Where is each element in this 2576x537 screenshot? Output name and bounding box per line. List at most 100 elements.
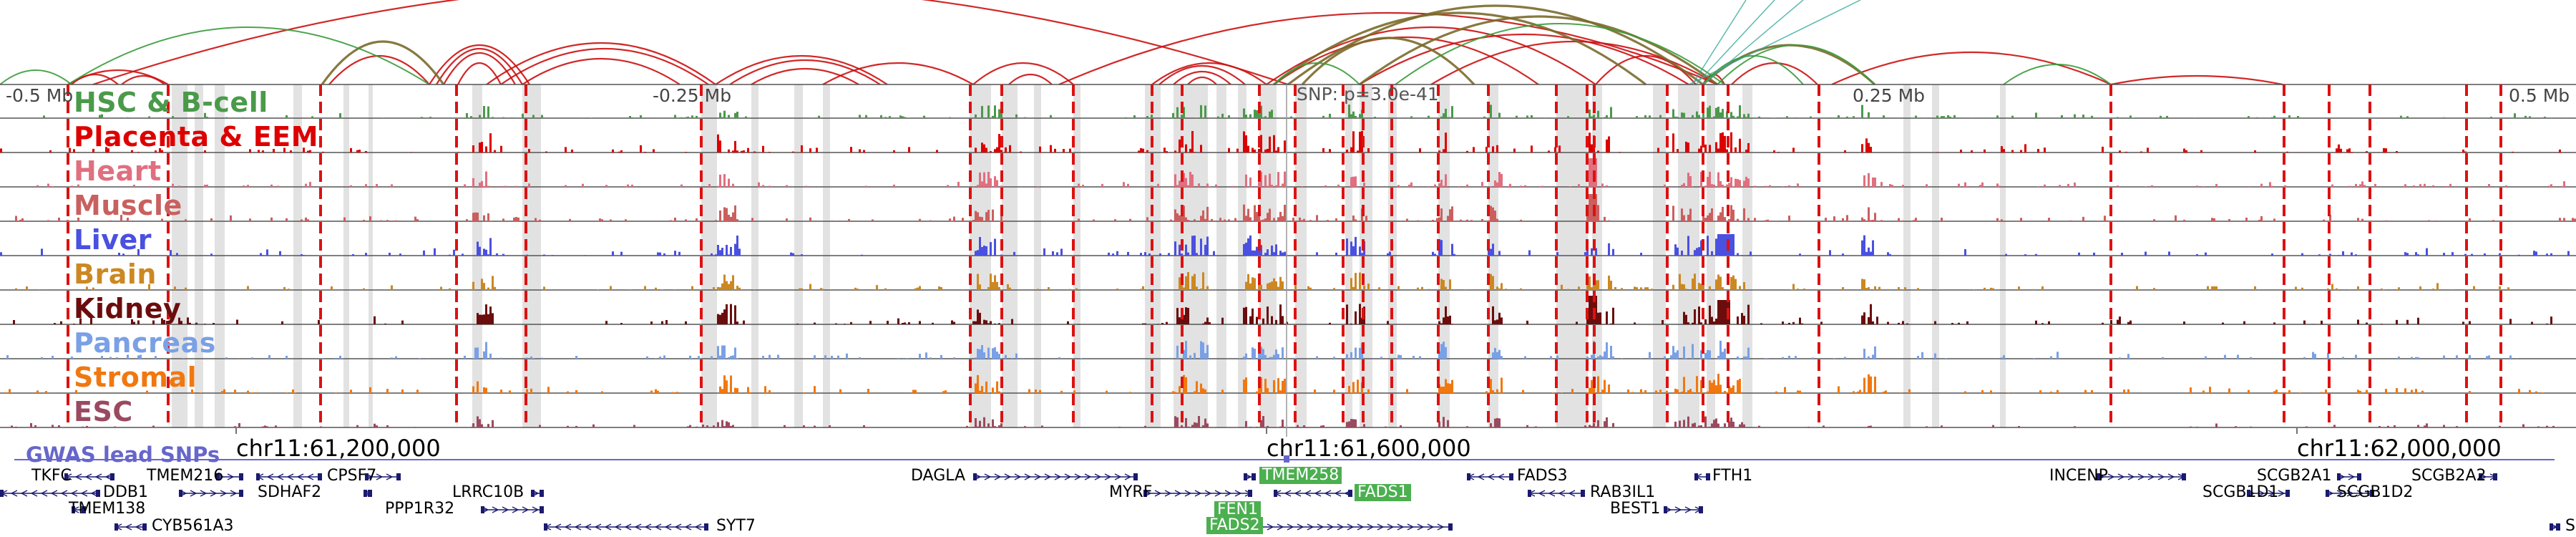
exon-block <box>2493 473 2497 480</box>
strand-arrow-icon <box>1084 473 1092 480</box>
exon-block <box>2285 490 2290 497</box>
exon-block <box>704 523 708 531</box>
strand-arrow-icon <box>1317 523 1324 531</box>
strand-arrow-icon <box>1074 473 1082 480</box>
gene-label-ppp1r32: PPP1R32 <box>385 500 455 518</box>
strand-arrow-icon <box>1548 490 1556 497</box>
strand-arrow-icon <box>125 523 132 531</box>
strand-arrow-icon <box>664 523 672 531</box>
accessible-region-band <box>1707 84 1715 428</box>
accessible-region-band <box>1002 84 1018 428</box>
interaction-arc <box>1359 34 1689 85</box>
strand-arrow-icon <box>532 506 540 513</box>
exon-block <box>96 490 100 497</box>
accessible-region-band <box>343 84 349 428</box>
exon-block <box>1448 523 1453 531</box>
gene-label-cyb561a3: CYB561A3 <box>152 517 234 535</box>
accessible-region-band <box>1238 84 1246 428</box>
interaction-arc <box>1395 23 1725 85</box>
strand-arrow-icon <box>1124 473 1132 480</box>
interaction-arc <box>2003 64 2112 85</box>
strand-arrow-icon <box>1004 473 1012 480</box>
strand-arrow-icon <box>1387 523 1395 531</box>
strand-arrow-icon <box>674 523 682 531</box>
exon-block <box>540 490 544 497</box>
strand-arrow-icon <box>2147 473 2155 480</box>
strand-arrow-icon <box>376 473 384 480</box>
strand-arrow-icon <box>1114 473 1122 480</box>
exon-block <box>1699 506 1703 513</box>
strand-arrow-icon <box>1204 490 1212 497</box>
interaction-arc <box>429 44 530 85</box>
interaction-arc <box>2110 74 2283 86</box>
track-label-hsc: HSC & B-cell <box>74 87 268 118</box>
strand-arrow-icon <box>1357 523 1365 531</box>
accessible-region-band <box>701 84 717 428</box>
strand-arrow-icon <box>1327 523 1335 531</box>
interaction-arc <box>1688 0 1861 85</box>
exon-block <box>1467 473 1470 480</box>
strand-arrow-icon <box>684 523 692 531</box>
strand-arrow-icon <box>306 473 314 480</box>
strand-arrow-icon <box>220 490 228 497</box>
interaction-arc <box>1187 76 1217 85</box>
gene-label-fen1: FEN1 <box>1214 501 1262 518</box>
accessible-region-band <box>1903 84 1911 428</box>
strand-arrow-icon <box>1014 473 1022 480</box>
interaction-arc <box>1695 0 1775 85</box>
coordinate-axis <box>14 428 2555 463</box>
strand-arrow-icon <box>694 523 702 531</box>
track-label-stromal: Stromal <box>74 362 197 393</box>
exon-block <box>1274 490 1277 497</box>
interaction-arc <box>1273 37 1539 85</box>
strand-arrow-icon <box>1334 490 1342 497</box>
signal-stromal <box>0 374 2576 393</box>
gene-label-tmem138: TMEM138 <box>69 500 146 518</box>
gene-label-fads1: FADS1 <box>1355 484 1411 501</box>
strand-arrow-icon <box>502 506 509 513</box>
exon-block <box>239 473 243 480</box>
exon-block <box>142 523 147 531</box>
strand-arrow-icon <box>2258 490 2265 497</box>
exon-block <box>64 473 68 480</box>
exon-block <box>1664 506 1667 513</box>
exon-block <box>1528 490 1531 497</box>
strand-arrow-icon <box>1558 490 1566 497</box>
exon-block <box>544 523 547 531</box>
accessible-region-band <box>1678 84 1699 428</box>
interaction-arc <box>1430 40 1718 85</box>
accessible-region-band <box>215 84 225 428</box>
track-label-placenta: Placenta & EEM <box>74 121 319 153</box>
gene-label-scgb1d1: SCGB1D1 <box>2202 483 2279 501</box>
interaction-arc <box>500 48 709 85</box>
strand-arrow-icon <box>1568 490 1576 497</box>
exon-block <box>1143 490 1147 497</box>
interaction-arc <box>1151 62 1267 85</box>
gene-label-fads3: FADS3 <box>1517 467 1568 485</box>
track-label-liver: Liver <box>74 224 152 256</box>
strand-arrow-icon <box>2346 490 2354 497</box>
exon-block <box>2550 523 2553 531</box>
strand-arrow-icon <box>1267 523 1274 531</box>
strand-arrow-icon <box>84 473 92 480</box>
strand-arrow-icon <box>1487 473 1495 480</box>
exon-block <box>1348 490 1352 497</box>
interaction-arc <box>486 42 716 85</box>
exon-block <box>1133 473 1138 480</box>
exon-block <box>1694 473 1698 480</box>
strand-arrow-icon <box>1538 490 1546 497</box>
strand-arrow-icon <box>30 490 38 497</box>
accessible-region-band <box>369 84 373 428</box>
snp-label: SNP: p=3.0e-41 <box>1297 84 1439 105</box>
gene-label-dagla: DAGLA <box>911 467 966 485</box>
exon-block <box>0 490 4 497</box>
gene-label-cpsf7: CPSF7 <box>327 467 377 485</box>
exon-block <box>2247 490 2250 497</box>
signal-hsc <box>0 104 2576 118</box>
exon-block <box>2370 490 2374 497</box>
gene-label-syt7: SYT7 <box>716 517 756 535</box>
exon-block <box>481 506 484 513</box>
strand-arrow-icon <box>386 473 394 480</box>
